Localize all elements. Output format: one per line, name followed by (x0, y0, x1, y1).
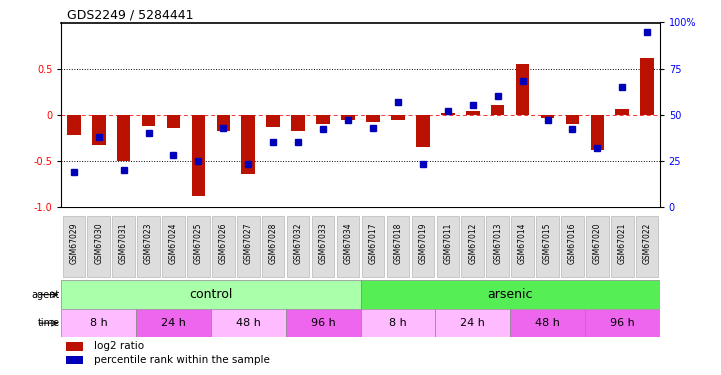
Text: GSM67011: GSM67011 (443, 223, 452, 264)
Text: GSM67014: GSM67014 (518, 223, 527, 264)
FancyBboxPatch shape (112, 216, 135, 277)
FancyBboxPatch shape (511, 216, 534, 277)
Bar (541, 115, 554, 118)
FancyBboxPatch shape (536, 216, 559, 277)
Text: GSM67021: GSM67021 (618, 223, 627, 264)
FancyBboxPatch shape (137, 216, 160, 277)
FancyBboxPatch shape (435, 309, 510, 338)
FancyBboxPatch shape (287, 216, 309, 277)
Text: 96 h: 96 h (311, 318, 335, 328)
FancyBboxPatch shape (211, 309, 286, 338)
Text: GSM67020: GSM67020 (593, 223, 602, 264)
FancyBboxPatch shape (61, 280, 360, 309)
Text: GSM67012: GSM67012 (468, 223, 477, 264)
Text: GSM67016: GSM67016 (568, 223, 577, 264)
FancyBboxPatch shape (162, 216, 185, 277)
Bar (67, 115, 81, 135)
Text: 96 h: 96 h (610, 318, 634, 328)
FancyBboxPatch shape (362, 216, 384, 277)
Bar (242, 115, 255, 174)
FancyBboxPatch shape (337, 216, 359, 277)
Bar (391, 115, 404, 120)
Bar (640, 57, 654, 115)
Bar (317, 115, 330, 124)
FancyBboxPatch shape (87, 216, 110, 277)
Text: GSM67015: GSM67015 (543, 223, 552, 264)
FancyBboxPatch shape (386, 216, 409, 277)
FancyBboxPatch shape (636, 216, 658, 277)
FancyBboxPatch shape (262, 216, 285, 277)
Bar (616, 109, 629, 115)
FancyBboxPatch shape (461, 216, 484, 277)
Text: GSM67030: GSM67030 (94, 223, 103, 264)
FancyBboxPatch shape (412, 216, 434, 277)
Text: GSM67029: GSM67029 (69, 223, 79, 264)
FancyBboxPatch shape (436, 216, 459, 277)
Text: GSM67018: GSM67018 (394, 223, 402, 264)
Bar (291, 115, 305, 131)
Text: time: time (38, 318, 60, 328)
Bar (266, 115, 280, 127)
Text: arsenic: arsenic (487, 288, 533, 301)
Text: GSM67013: GSM67013 (493, 223, 502, 264)
Text: GSM67024: GSM67024 (169, 223, 178, 264)
Bar (192, 115, 205, 196)
FancyBboxPatch shape (611, 216, 634, 277)
FancyBboxPatch shape (237, 216, 260, 277)
FancyBboxPatch shape (586, 216, 609, 277)
Text: GSM67022: GSM67022 (642, 223, 652, 264)
FancyBboxPatch shape (187, 216, 210, 277)
Bar (341, 115, 355, 120)
Text: GSM67031: GSM67031 (119, 223, 128, 264)
Text: GSM67034: GSM67034 (343, 223, 353, 264)
Text: 8 h: 8 h (389, 318, 407, 328)
FancyBboxPatch shape (61, 309, 136, 338)
Bar (216, 115, 230, 131)
Text: agent: agent (32, 290, 60, 300)
Bar (516, 64, 529, 115)
Bar (142, 115, 156, 126)
FancyBboxPatch shape (286, 309, 360, 338)
Text: GSM67033: GSM67033 (319, 223, 327, 264)
Text: GSM67017: GSM67017 (368, 223, 378, 264)
Text: GSM67025: GSM67025 (194, 223, 203, 264)
Bar (466, 111, 479, 115)
Bar (167, 115, 180, 128)
FancyBboxPatch shape (312, 216, 335, 277)
Bar (66, 342, 83, 351)
Text: percentile rank within the sample: percentile rank within the sample (94, 355, 270, 365)
Text: 48 h: 48 h (535, 318, 560, 328)
Bar (565, 115, 579, 124)
Text: GSM67027: GSM67027 (244, 223, 253, 264)
Text: GSM67026: GSM67026 (219, 223, 228, 264)
Bar (491, 105, 505, 115)
Text: GSM67028: GSM67028 (269, 223, 278, 264)
FancyBboxPatch shape (585, 309, 660, 338)
Bar (366, 115, 380, 122)
Text: 24 h: 24 h (460, 318, 485, 328)
Bar (92, 115, 105, 145)
FancyBboxPatch shape (63, 216, 85, 277)
Text: GDS2249 / 5284441: GDS2249 / 5284441 (67, 8, 194, 21)
Text: GSM67019: GSM67019 (418, 223, 428, 264)
Text: GSM67032: GSM67032 (293, 223, 303, 264)
Text: control: control (189, 288, 233, 301)
FancyBboxPatch shape (136, 309, 211, 338)
Bar (66, 356, 83, 364)
FancyBboxPatch shape (212, 216, 234, 277)
Text: 24 h: 24 h (161, 318, 186, 328)
Text: log2 ratio: log2 ratio (94, 341, 144, 351)
Text: 8 h: 8 h (90, 318, 107, 328)
Bar (441, 113, 455, 115)
Bar (117, 115, 131, 160)
Text: 48 h: 48 h (236, 318, 261, 328)
Bar (590, 115, 604, 150)
FancyBboxPatch shape (360, 280, 660, 309)
FancyBboxPatch shape (360, 309, 435, 338)
Bar (416, 115, 430, 147)
FancyBboxPatch shape (510, 309, 585, 338)
FancyBboxPatch shape (487, 216, 509, 277)
FancyBboxPatch shape (561, 216, 584, 277)
Text: GSM67023: GSM67023 (144, 223, 153, 264)
